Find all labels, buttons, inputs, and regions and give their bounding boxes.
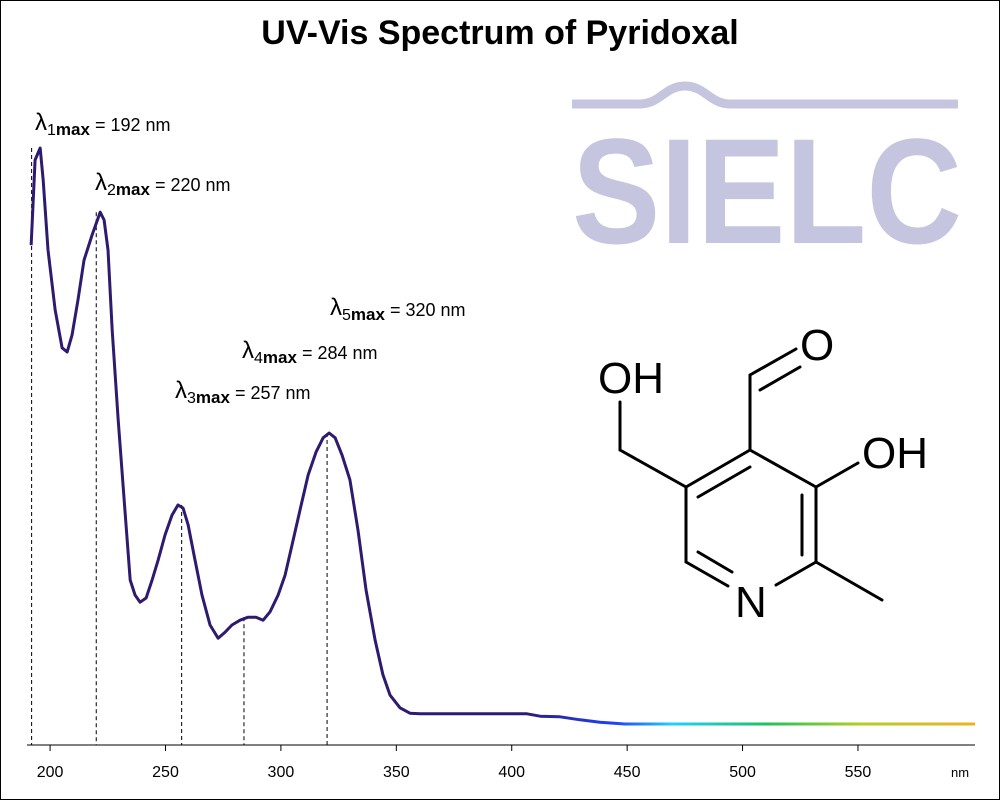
logo-text: SIELC (572, 107, 962, 275)
bond (814, 560, 884, 602)
logo: SIELC (572, 81, 962, 275)
peak-label: λ4max = 284 nm (242, 337, 378, 367)
bond (774, 560, 818, 587)
peak-text: = 192 nm (95, 115, 171, 135)
peak-label: λ2max = 220 nm (95, 169, 231, 199)
peak-text: = 320 nm (390, 300, 466, 320)
peak-suffix: max (116, 180, 151, 199)
peak-index: 5 (342, 307, 351, 324)
peak-text: = 284 nm (302, 343, 378, 363)
logo-line (572, 81, 958, 109)
x-tick-label: 450 (614, 764, 641, 781)
peak-suffix: max (351, 305, 386, 324)
bond (696, 550, 734, 574)
atom-label: O (800, 321, 834, 370)
x-tick-label: 300 (268, 764, 295, 781)
chart-title: UV-Vis Spectrum of Pyridoxal (261, 14, 738, 52)
bond (684, 448, 752, 489)
bond (696, 465, 752, 499)
bond (814, 461, 860, 489)
peak-index: 4 (254, 350, 263, 367)
x-tick-label: 550 (845, 764, 872, 781)
peak-text: = 220 nm (155, 175, 231, 195)
x-tick-label: 200 (37, 764, 64, 781)
x-axis-label: nm (951, 765, 969, 780)
atom-label: OH (862, 429, 928, 478)
peak-suffix: max (56, 120, 91, 139)
bond (758, 365, 802, 392)
spectrum-line (29, 146, 975, 726)
peak-index: 2 (107, 182, 116, 199)
peak-symbol: λ (242, 337, 254, 364)
peak-symbol: λ (95, 169, 107, 196)
peak-symbol: λ (330, 294, 342, 321)
peak-suffix: max (196, 388, 231, 407)
atom-label: N (735, 578, 767, 627)
x-tick-label: 250 (152, 764, 179, 781)
peak-symbol: λ (35, 109, 47, 136)
bond (748, 448, 818, 489)
peak-index: 1 (47, 122, 56, 139)
peak-suffix: max (263, 348, 298, 367)
peak-label: λ1max = 192 nm (35, 109, 171, 139)
peak-index: 3 (187, 390, 196, 407)
x-tick-label: 400 (498, 764, 525, 781)
peak-symbol: λ (175, 377, 187, 404)
structure: OH O OH N (598, 321, 928, 627)
peak-text: = 257 nm (235, 383, 311, 403)
bond (748, 347, 798, 377)
atom-label: OH (598, 354, 664, 403)
bond (684, 560, 730, 588)
bond (618, 448, 688, 489)
x-tick-label: 350 (383, 764, 410, 781)
x-tick-label: 500 (729, 764, 756, 781)
peak-label: λ3max = 257 nm (175, 377, 311, 407)
peak-label: λ5max = 320 nm (330, 294, 466, 324)
